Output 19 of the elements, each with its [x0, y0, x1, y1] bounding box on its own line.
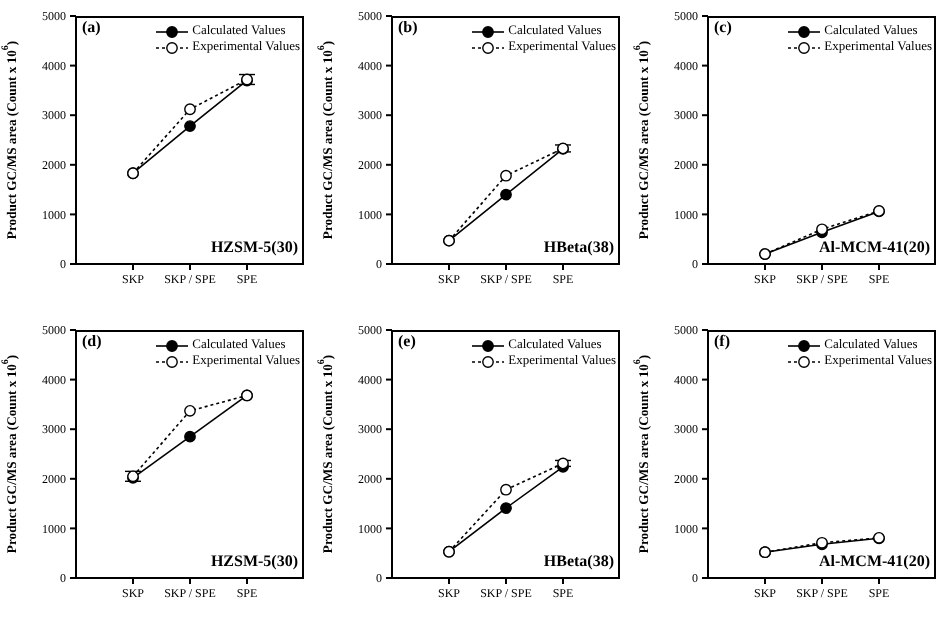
annotation: (c) — [714, 18, 732, 36]
point — [500, 501, 512, 513]
annotation: HZSM-5(30) — [210, 238, 298, 256]
annotation: Al-MCM-41(20) — [818, 551, 930, 569]
point — [500, 482, 512, 495]
annotation: HBeta(38) — [543, 551, 614, 569]
point — [500, 188, 512, 201]
annotation: HZSM-5(30) — [210, 551, 298, 569]
annotation: (a) — [82, 18, 101, 36]
annotation: (e) — [398, 331, 416, 349]
annotation: Al-MCM-41(20) — [818, 238, 930, 256]
annotation: (b) — [398, 18, 418, 36]
point — [184, 429, 196, 442]
annotation: (f) — [714, 331, 730, 349]
point — [184, 120, 196, 133]
point — [500, 169, 512, 182]
annotation: (d) — [82, 331, 102, 349]
annotation: HBeta(38) — [543, 238, 614, 256]
point — [184, 103, 196, 116]
